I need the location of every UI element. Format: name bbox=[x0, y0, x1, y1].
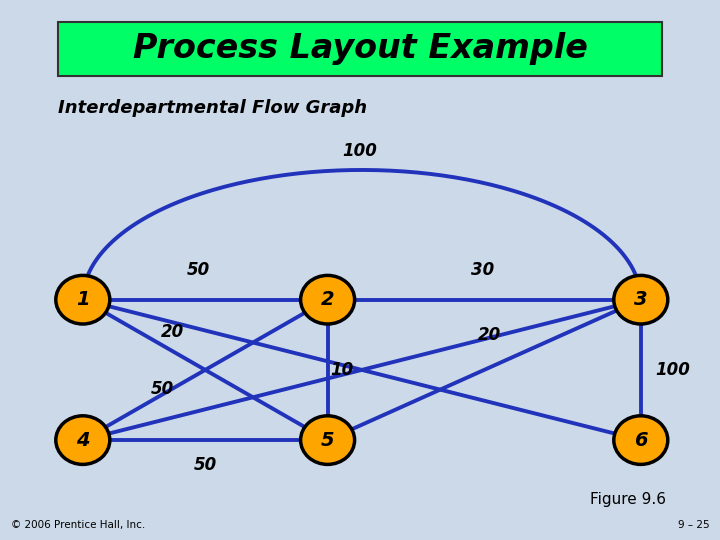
Text: 20: 20 bbox=[478, 326, 501, 344]
Ellipse shape bbox=[301, 275, 355, 324]
Text: 20: 20 bbox=[161, 323, 184, 341]
Text: 5: 5 bbox=[321, 430, 334, 450]
Text: 10: 10 bbox=[330, 361, 354, 379]
Ellipse shape bbox=[56, 416, 110, 464]
Text: 4: 4 bbox=[76, 430, 89, 450]
Text: © 2006 Prentice Hall, Inc.: © 2006 Prentice Hall, Inc. bbox=[11, 520, 145, 530]
Ellipse shape bbox=[613, 416, 668, 464]
Text: 100: 100 bbox=[656, 361, 690, 379]
Ellipse shape bbox=[56, 275, 110, 324]
Text: 50: 50 bbox=[150, 380, 174, 398]
Text: Process Layout Example: Process Layout Example bbox=[132, 32, 588, 65]
Text: 1: 1 bbox=[76, 290, 89, 309]
Text: 3: 3 bbox=[634, 290, 647, 309]
Text: 100: 100 bbox=[343, 142, 377, 160]
FancyBboxPatch shape bbox=[58, 22, 662, 76]
Text: 6: 6 bbox=[634, 430, 647, 450]
Ellipse shape bbox=[301, 416, 355, 464]
Text: Interdepartmental Flow Graph: Interdepartmental Flow Graph bbox=[58, 99, 366, 117]
Text: 2: 2 bbox=[321, 290, 334, 309]
Text: Figure 9.6: Figure 9.6 bbox=[590, 492, 667, 507]
Text: 30: 30 bbox=[471, 261, 494, 279]
Text: 9 – 25: 9 – 25 bbox=[678, 520, 709, 530]
Ellipse shape bbox=[613, 275, 668, 324]
Text: 50: 50 bbox=[186, 261, 210, 279]
Text: 50: 50 bbox=[194, 456, 217, 475]
